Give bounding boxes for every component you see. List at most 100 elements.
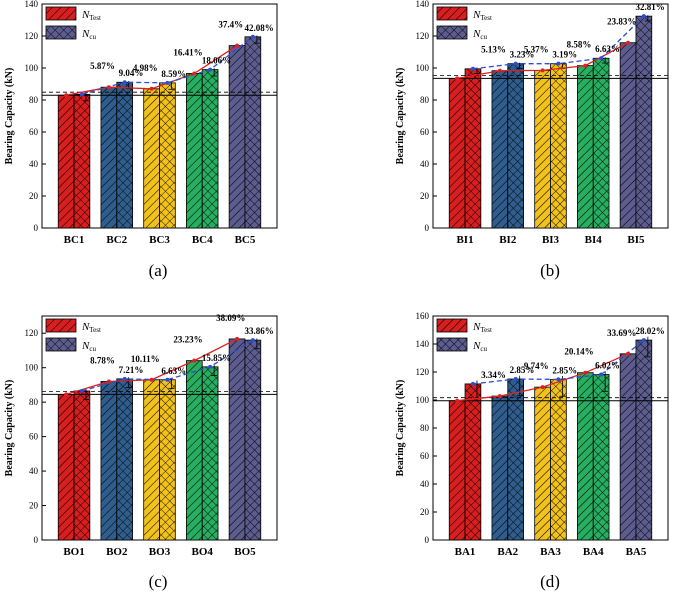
y-tick-label: 100 [25,363,39,373]
y-tick-label: 0 [34,223,39,233]
legend-sub-test: Test [480,14,492,22]
cu-point [556,377,561,382]
x-tick-label: BC5 [235,234,256,246]
legend-sub-test: Test [89,326,101,334]
annotation-cu: 18.06% [202,56,231,66]
legend-swatch-test [45,318,77,333]
annotation-test: 4.98% [133,63,158,73]
test-point [540,68,545,73]
cu-point [122,80,127,85]
bar-test-BO1 [57,393,75,541]
x-tick-label: BI4 [585,234,603,246]
y-tick-label: 20 [420,507,430,517]
legend-label-test: NTest [472,9,492,22]
test-point [192,71,197,76]
cu-point [165,377,170,382]
legend-swatch-test [436,6,468,21]
legend-sub-test: Test [480,326,492,334]
annotation-test: 8.58% [567,40,592,50]
cu-point [250,34,255,39]
annotation-test: 38.09% [216,313,245,323]
bar-cu-BI1 [464,68,482,229]
cu-point [599,372,604,377]
y-tick-label: 120 [416,31,430,41]
bar-cu-BO5 [244,339,262,541]
bar-test-BO3 [143,379,160,541]
annotation-cu: 3.19% [552,50,577,60]
bar-cu-BA5 [635,339,653,541]
bar-cu-BC1 [73,94,91,229]
annotation-test: 23.23% [173,335,202,345]
bar-cu-BC5 [244,36,262,229]
annotation-test: 3.34% [481,370,506,380]
bar-cu-BA3 [550,379,567,541]
cu-trend-line [81,339,254,392]
chart-panel-a: (a) 0 20 40 60 80 100 120 140 Bearing Capacity (… [4,0,278,280]
y-tick-label: 60 [29,432,39,442]
legend-swatch-cu [45,25,77,40]
y-axis-title: Bearing Capacity (kN) [395,380,406,477]
bar-test-BC3 [143,88,160,229]
legend-label-cu: Ncu [81,340,96,353]
legend-label-test: NTest [472,321,492,334]
cu-trend-line [472,15,645,70]
legend-label-cu: Ncu [81,28,96,41]
x-tick-label: BO5 [234,546,256,558]
x-tick-label: BA4 [583,546,604,558]
annotation-test: 9.74% [524,361,549,371]
legend-swatch-cu [436,25,468,40]
test-point [192,358,197,363]
y-tick-label: 120 [416,367,430,377]
x-tick-label: BI5 [627,234,645,246]
annotation-test: 20.14% [564,347,593,357]
y-tick-label: 100 [25,63,39,73]
caption-d: (d) [540,572,560,591]
annotation-cu: 9.04% [119,68,144,78]
bar-test-BA5 [619,353,637,541]
chart-panel-b: (b) 0 20 40 60 80 100 120 140 Bearing Capacity (… [395,0,669,280]
y-tick-label: 140 [416,0,430,9]
x-tick-label: BI1 [456,234,473,246]
annotation-cu: 2.85% [510,365,535,375]
bar-test-BA3 [534,386,551,541]
test-point [455,398,460,403]
y-tick-label: 0 [34,535,39,545]
y-tick-label: 120 [25,328,39,338]
bar-test-BA1 [448,400,466,541]
bar-cu-BA2 [507,378,524,541]
test-point [497,68,502,73]
bar-cu-BI5 [635,15,653,229]
cu-point [470,66,475,71]
bar-test-BO5 [228,338,246,541]
bar-test-BC1 [57,94,75,229]
annotation-cu: 6.02% [595,361,620,371]
test-point [540,385,545,390]
y-tick-label: 40 [29,466,39,476]
bar-test-BA2 [491,395,509,541]
cu-point [250,338,255,343]
test-point [626,40,631,45]
bar-test-BC4 [186,73,203,229]
y-tick-label: 60 [29,127,39,137]
annotation-cu: 42.08% [245,23,274,33]
x-tick-label: BA2 [497,546,518,558]
annotation-test: 10.11% [131,354,160,364]
bar-cu-BA1 [464,383,482,541]
test-point [149,377,154,382]
bar-cu-BO4 [201,366,219,541]
y-axis-title: Bearing Capacity (kN) [4,380,15,477]
x-tick-label: BA1 [455,546,476,558]
annotation-cu: 32.81% [636,2,665,12]
x-tick-label: BC4 [192,234,213,246]
chart-panel-d: (d) 0 20 40 60 80 100 120 140 160 Bearing Capacit… [395,311,669,591]
bar-cu-BO1 [73,390,91,541]
legend-sub-cu: cu [89,33,96,41]
test-point [106,379,111,384]
legend-sub-cu: cu [89,345,96,353]
annotation-cu: 2.85% [552,365,577,375]
legend-swatch-test [436,318,468,333]
y-tick-label: 100 [416,63,430,73]
legend-label-cu: Ncu [472,28,487,41]
bar-test-BI3 [534,70,551,229]
test-point [106,85,111,90]
